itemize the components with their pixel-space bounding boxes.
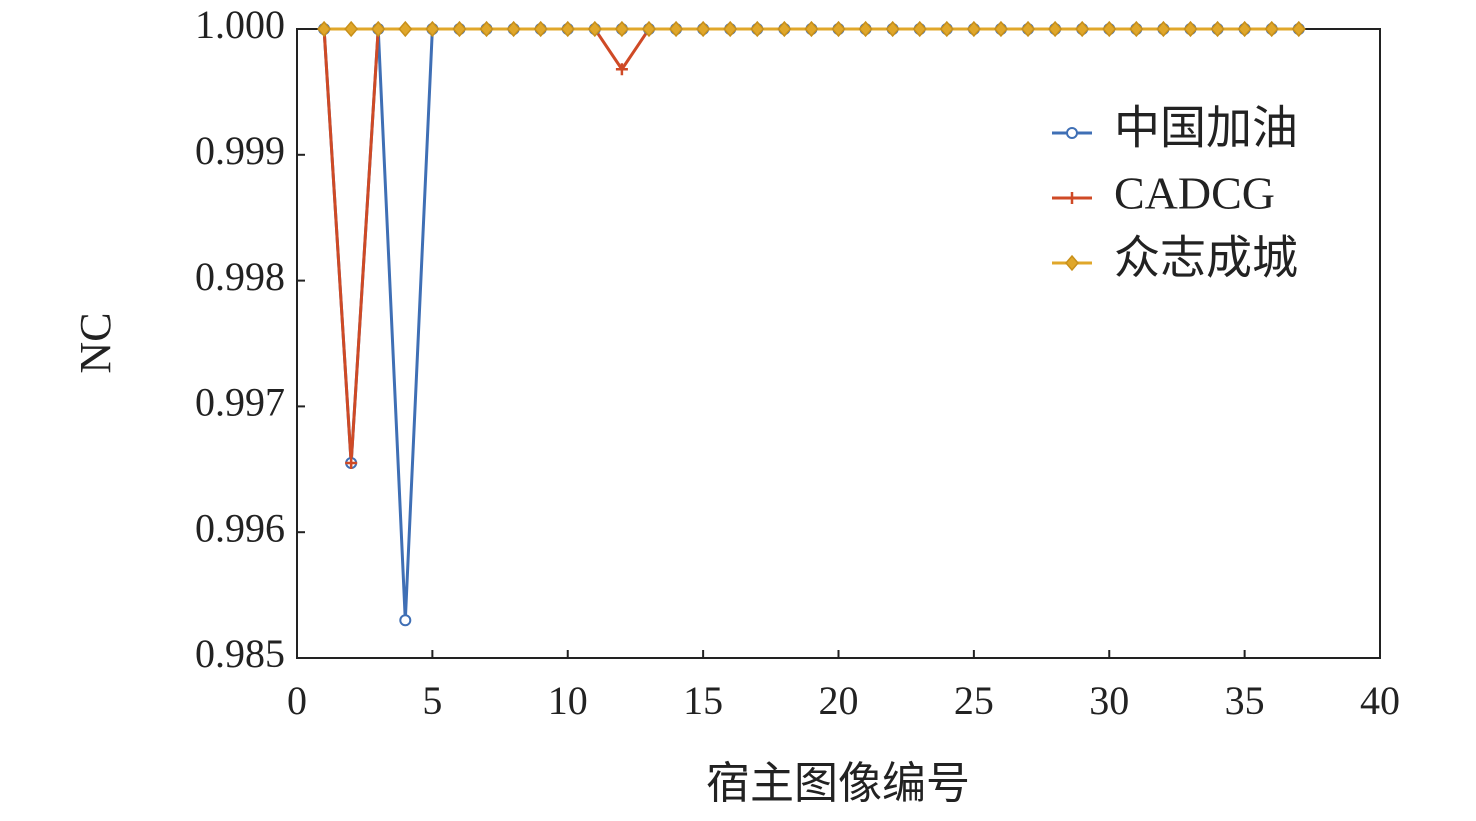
y-tick-label: 1.000 bbox=[195, 2, 285, 47]
marker bbox=[750, 20, 765, 38]
marker bbox=[723, 20, 738, 38]
marker bbox=[1075, 20, 1090, 38]
marker bbox=[1264, 20, 1279, 38]
x-tick-label: 10 bbox=[548, 678, 588, 723]
legend-label: 中国加油 bbox=[1114, 103, 1298, 154]
marker bbox=[560, 20, 575, 38]
marker bbox=[533, 20, 548, 38]
marker bbox=[1048, 20, 1063, 38]
marker bbox=[669, 20, 684, 38]
x-tick-label: 0 bbox=[287, 678, 307, 723]
marker bbox=[777, 20, 792, 38]
x-axis-label: 宿主图像编号 bbox=[706, 759, 970, 808]
marker bbox=[1237, 20, 1252, 38]
marker bbox=[641, 20, 656, 38]
marker bbox=[398, 20, 413, 38]
marker bbox=[615, 63, 628, 76]
marker bbox=[506, 20, 521, 38]
y-tick-label: 0.997 bbox=[195, 380, 285, 425]
marker bbox=[912, 20, 927, 38]
y-tick-label: 0.998 bbox=[195, 254, 285, 299]
x-tick-label: 35 bbox=[1225, 678, 1265, 723]
marker bbox=[1021, 20, 1036, 38]
marker bbox=[993, 20, 1008, 38]
marker bbox=[479, 20, 494, 38]
y-axis-label: NC bbox=[71, 312, 120, 373]
marker bbox=[939, 20, 954, 38]
marker bbox=[317, 20, 332, 38]
legend-label: 众志成城 bbox=[1114, 233, 1298, 284]
legend-marker bbox=[1066, 127, 1078, 139]
y-tick-label: 0.996 bbox=[195, 505, 285, 550]
marker bbox=[696, 20, 711, 38]
legend-label: CADCG bbox=[1114, 168, 1275, 219]
marker bbox=[452, 20, 467, 38]
marker bbox=[966, 20, 981, 38]
y-tick-label: 0.999 bbox=[195, 128, 285, 173]
marker bbox=[1102, 20, 1117, 38]
marker bbox=[804, 20, 819, 38]
x-tick-label: 40 bbox=[1360, 678, 1400, 723]
marker bbox=[858, 20, 873, 38]
x-tick-label: 30 bbox=[1089, 678, 1129, 723]
legend-marker bbox=[1066, 192, 1078, 204]
marker bbox=[614, 20, 629, 38]
marker bbox=[425, 20, 440, 38]
legend-marker bbox=[1065, 254, 1079, 272]
marker bbox=[399, 614, 412, 627]
marker bbox=[345, 457, 358, 470]
marker bbox=[1183, 20, 1198, 38]
marker bbox=[1291, 20, 1306, 38]
marker bbox=[344, 20, 359, 38]
marker bbox=[885, 20, 900, 38]
marker bbox=[371, 20, 386, 38]
x-tick-label: 25 bbox=[954, 678, 994, 723]
x-tick-label: 15 bbox=[683, 678, 723, 723]
marker bbox=[1210, 20, 1225, 38]
x-tick-label: 20 bbox=[819, 678, 859, 723]
y-tick-label: 0.985 bbox=[195, 631, 285, 676]
x-tick-label: 5 bbox=[422, 678, 442, 723]
marker bbox=[831, 20, 846, 38]
marker bbox=[1129, 20, 1144, 38]
marker bbox=[1156, 20, 1171, 38]
marker bbox=[587, 20, 602, 38]
